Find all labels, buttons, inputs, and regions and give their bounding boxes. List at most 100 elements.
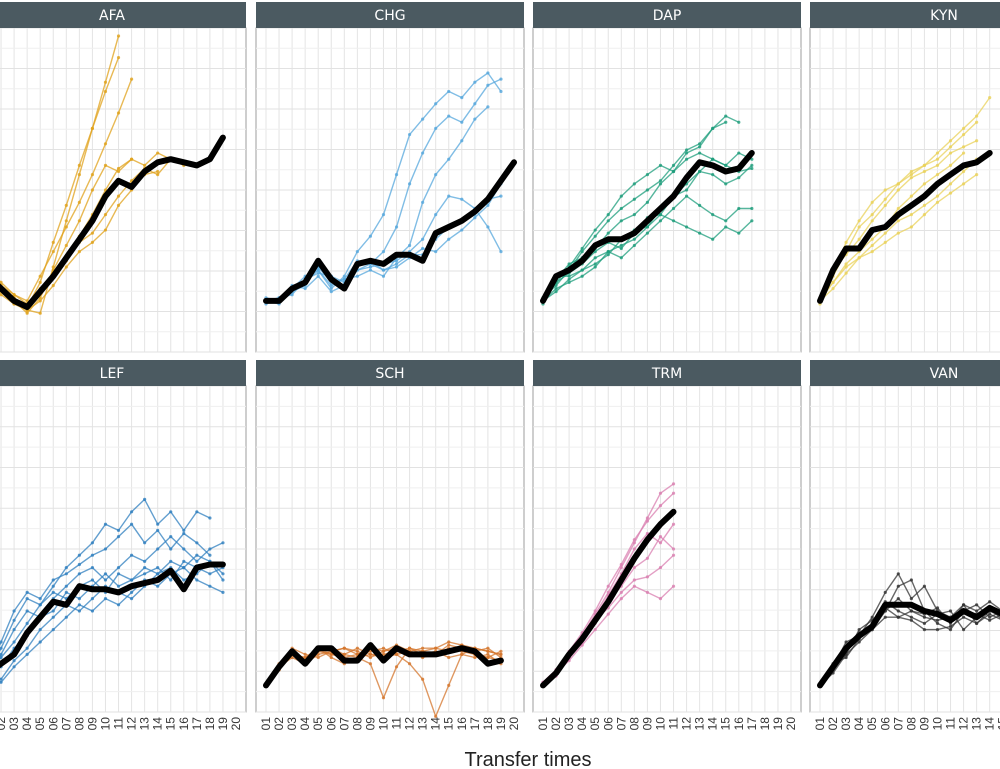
x-tick-label: 08 — [627, 717, 641, 731]
data-point — [567, 280, 571, 284]
data-point — [421, 200, 425, 204]
data-point — [645, 231, 650, 235]
data-point — [961, 126, 966, 130]
x-tick-label: 09 — [85, 717, 99, 731]
data-point — [221, 578, 225, 582]
data-point — [290, 293, 294, 297]
data-point — [368, 268, 373, 272]
data-point — [896, 188, 900, 192]
data-point — [0, 640, 3, 644]
data-point — [606, 253, 610, 257]
data-point — [182, 528, 186, 533]
data-point — [658, 566, 663, 570]
x-tick-label: 15 — [442, 717, 456, 731]
data-point — [975, 603, 979, 607]
data-point — [64, 590, 68, 595]
data-point — [975, 120, 979, 124]
data-point — [922, 203, 927, 207]
data-point — [499, 89, 503, 94]
x-tick-label: 04 — [575, 717, 589, 731]
data-point — [698, 169, 702, 174]
data-point — [103, 213, 108, 217]
data-point — [711, 237, 715, 241]
x-tick-label: 11 — [944, 717, 958, 730]
data-point — [51, 628, 55, 632]
data-point — [447, 114, 451, 118]
data-point — [407, 243, 412, 248]
data-point — [156, 584, 160, 588]
data-point — [143, 541, 147, 545]
data-point — [116, 572, 121, 576]
data-point — [948, 628, 953, 632]
data-point — [870, 213, 874, 217]
data-point — [922, 169, 927, 174]
data-point — [632, 197, 636, 201]
data-point — [935, 621, 940, 626]
data-point — [342, 277, 346, 281]
data-point — [896, 219, 900, 223]
data-point — [77, 553, 81, 557]
data-point — [658, 182, 663, 186]
data-point — [935, 194, 940, 198]
mean-line — [0, 134, 226, 310]
x-tick-label: 10 — [930, 717, 944, 731]
data-point — [90, 597, 95, 601]
x-tick-label: 04 — [298, 717, 312, 731]
data-point — [567, 274, 571, 278]
data-point — [51, 283, 55, 288]
data-point — [671, 584, 676, 588]
data-point — [870, 615, 874, 619]
data-point — [632, 213, 636, 217]
data-point — [116, 584, 121, 588]
data-point — [103, 572, 108, 576]
strip-background — [533, 360, 801, 386]
mean-line — [263, 159, 517, 304]
panel-lef: LEF0102030405060708091011121314151617181… — [0, 360, 247, 731]
data-point — [208, 584, 212, 588]
data-point — [750, 163, 754, 167]
data-point — [486, 649, 490, 653]
data-point — [355, 250, 359, 254]
x-tick-label: 18 — [481, 717, 495, 731]
data-point — [896, 572, 900, 576]
data-point — [77, 250, 81, 254]
data-point — [169, 510, 173, 514]
data-point — [645, 590, 650, 595]
data-point — [64, 584, 68, 588]
data-point — [407, 132, 412, 137]
data-point — [896, 231, 900, 235]
data-point — [645, 173, 650, 177]
data-point — [25, 646, 29, 650]
data-point — [421, 151, 425, 155]
data-point — [975, 621, 979, 626]
data-point — [12, 609, 16, 613]
data-point — [580, 268, 584, 272]
data-point — [447, 655, 451, 660]
data-point — [316, 271, 320, 275]
data-point — [116, 528, 121, 533]
x-tick-label: 18 — [758, 717, 772, 731]
x-tick-label: 08 — [350, 717, 364, 731]
data-point — [460, 120, 464, 124]
data-point — [671, 491, 676, 495]
data-point — [671, 547, 676, 551]
data-point — [922, 628, 927, 632]
data-point — [961, 151, 966, 155]
data-point — [25, 311, 29, 315]
data-point — [434, 126, 438, 130]
mean-line — [817, 601, 1000, 689]
strip-label: VAN — [930, 366, 959, 382]
data-point — [883, 188, 887, 192]
data-point — [394, 225, 399, 229]
data-point — [935, 200, 940, 204]
data-point — [486, 203, 490, 207]
data-point — [909, 213, 913, 217]
data-point — [988, 612, 992, 616]
data-point — [857, 219, 861, 223]
data-point — [64, 615, 68, 619]
data-point — [724, 219, 728, 223]
data-point — [593, 609, 597, 613]
x-tick-label: 02 — [826, 717, 840, 731]
data-point — [883, 590, 887, 595]
data-point — [12, 659, 16, 663]
